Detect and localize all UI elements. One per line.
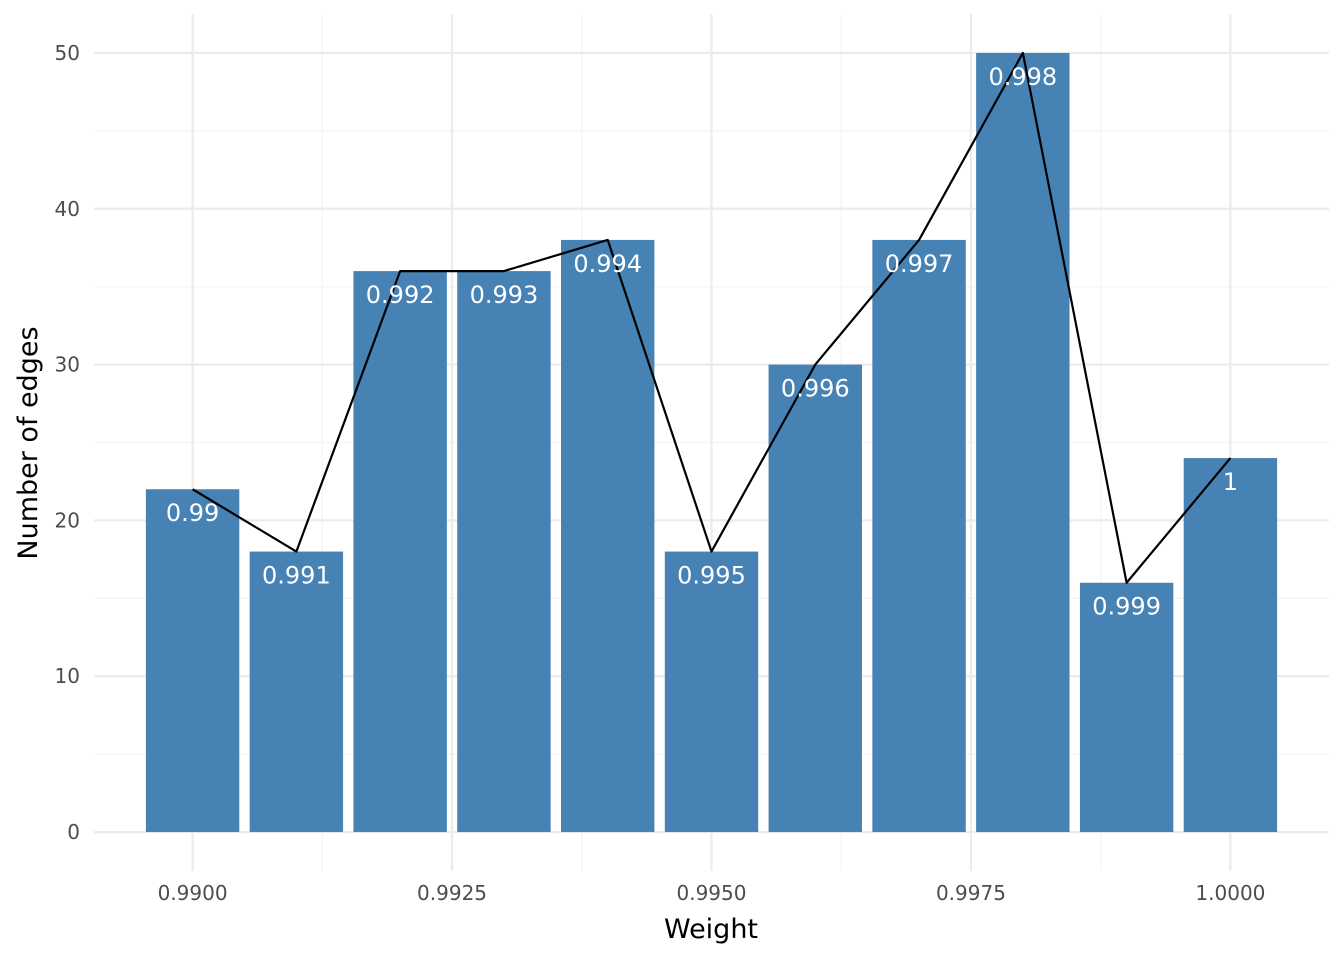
bar xyxy=(664,551,759,833)
bar-value-label: 0.993 xyxy=(470,281,539,309)
x-axis-tick-labels: 0.9900 0.9925 0.9950 0.9975 1.0000 xyxy=(158,881,1266,905)
y-tick-label: 50 xyxy=(55,41,80,65)
bar xyxy=(768,364,862,833)
y-tick-label: 10 xyxy=(55,664,80,688)
x-tick-label: 1.0000 xyxy=(1195,881,1265,905)
x-tick-label: 0.9900 xyxy=(158,881,228,905)
bar xyxy=(561,239,655,833)
bar-labels: 0.99 0.991 0.992 0.993 0.994 0.995 0.996 0.997 0… xyxy=(166,63,1238,621)
bar-value-label: 0.992 xyxy=(366,281,435,309)
bar-value-label: 0.994 xyxy=(573,250,642,278)
bar xyxy=(1079,582,1174,833)
y-tick-label: 0 xyxy=(67,820,80,844)
overlay-line xyxy=(192,51,1232,584)
y-tick-label: 20 xyxy=(55,508,80,532)
bar xyxy=(353,271,447,833)
x-axis-title: Weight xyxy=(664,914,758,945)
bar-value-label: 0.99 xyxy=(166,499,219,527)
bar xyxy=(872,239,966,833)
bar-value-label: 0.997 xyxy=(885,250,954,278)
bar xyxy=(1183,458,1278,833)
bar-value-label: 1 xyxy=(1223,468,1238,496)
bar xyxy=(145,489,240,833)
y-axis-tick-labels: 0 10 20 30 40 50 xyxy=(55,41,80,844)
y-tick-label: 30 xyxy=(55,353,80,377)
bar-value-label: 0.996 xyxy=(781,375,850,403)
y-tick-label: 40 xyxy=(55,197,80,221)
x-tick-label: 0.9925 xyxy=(417,881,487,905)
overlay-line-layer xyxy=(192,51,1232,584)
bar xyxy=(457,271,551,833)
bars xyxy=(145,52,1278,833)
x-tick-label: 0.9975 xyxy=(936,881,1006,905)
bar xyxy=(249,551,344,833)
bar-value-label: 0.998 xyxy=(988,63,1057,91)
bar xyxy=(976,52,1070,833)
bar-value-label: 0.991 xyxy=(262,562,331,590)
bar-value-label: 0.995 xyxy=(677,562,746,590)
x-tick-label: 0.9950 xyxy=(677,881,747,905)
bar-value-label: 0.999 xyxy=(1092,593,1161,621)
y-axis-title: Number of edges xyxy=(13,326,44,559)
